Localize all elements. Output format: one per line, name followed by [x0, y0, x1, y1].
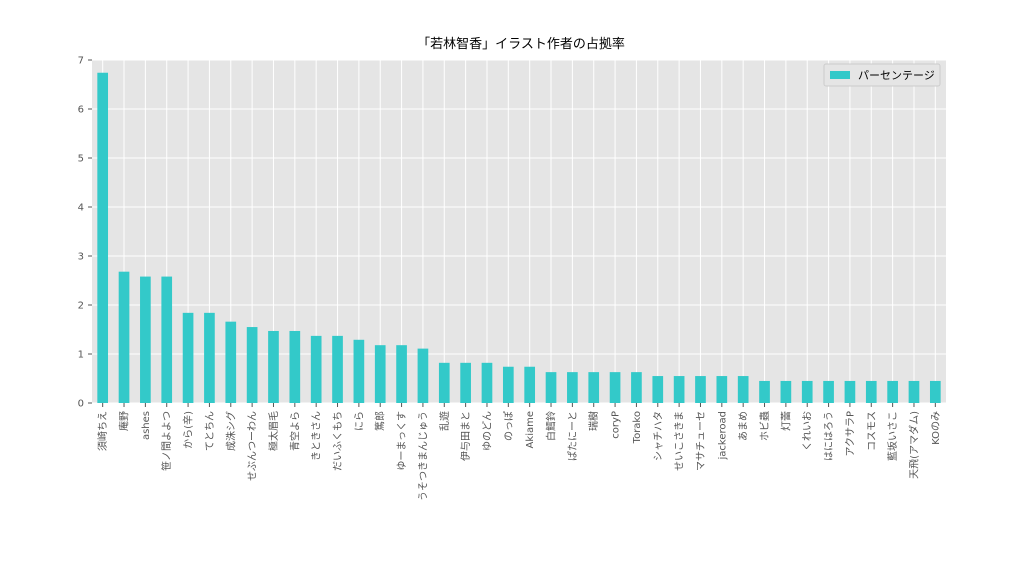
- x-tick-label: Akiame: [525, 411, 536, 448]
- x-tick-label: のっぽ: [503, 411, 515, 441]
- x-tick-label: きときさん: [311, 411, 323, 461]
- bar: [588, 372, 600, 403]
- x-tick-label: うそつきまんじゅう: [417, 411, 429, 501]
- x-tick-label: 成洙シグ: [224, 411, 237, 451]
- bar: [225, 321, 237, 403]
- bar: [310, 335, 322, 403]
- bar: [652, 376, 664, 403]
- bar: [716, 376, 728, 403]
- x-tick-label: 極太眉毛: [267, 411, 280, 451]
- bar: [631, 372, 642, 403]
- bar: [289, 330, 301, 403]
- x-tick-label: コスモス: [867, 411, 878, 451]
- x-tick-label: てとちん: [204, 411, 216, 451]
- bar: [140, 276, 151, 403]
- x-tick-label: くれいお: [802, 411, 814, 451]
- x-tick-label: 藍坂いさこ: [886, 411, 899, 461]
- x-tick-label: KOのみ: [931, 411, 942, 445]
- bar: [865, 380, 877, 403]
- x-tick-label: 瑞樹: [587, 411, 600, 431]
- x-tick-label: ぱたにーと: [567, 411, 579, 461]
- bar: [887, 380, 898, 403]
- y-tick-label: 1: [78, 350, 84, 361]
- x-tick-label: coryP: [611, 411, 622, 439]
- x-tick-label: 伊与田まと: [460, 411, 472, 461]
- plot-background: [92, 60, 946, 403]
- x-tick-label: 笹ノ間よよつ: [160, 411, 173, 471]
- bar: [908, 380, 920, 403]
- x-tick-label: はにはろう: [823, 411, 835, 461]
- y-tick-label: 5: [78, 154, 84, 165]
- bar: [204, 312, 215, 403]
- bar: [545, 372, 557, 403]
- bar: [737, 376, 749, 403]
- bar: [246, 327, 258, 403]
- bar: [524, 366, 536, 403]
- bar: [268, 330, 279, 403]
- x-tick-label: シャチハタ: [652, 411, 664, 461]
- bar: [780, 380, 792, 403]
- x-tick-label: せいこさきま: [674, 411, 686, 471]
- y-tick-label: 3: [78, 252, 84, 263]
- x-tick-label: だいふくもち: [332, 411, 344, 471]
- y-tick-label: 2: [78, 301, 84, 312]
- bar: [396, 345, 407, 403]
- bar: [673, 376, 685, 403]
- bar: [460, 362, 471, 403]
- bar: [502, 366, 514, 403]
- x-tick-label: ゆのどん: [481, 411, 493, 451]
- x-tick-label: 乱遊: [438, 411, 451, 431]
- bar: [353, 339, 365, 403]
- bar: [759, 380, 770, 403]
- x-tick-label: 青空よら: [288, 411, 301, 451]
- bar: [481, 362, 493, 403]
- x-tick-label: マサチューセ: [695, 411, 707, 471]
- bar: [801, 380, 813, 403]
- bar: [118, 271, 130, 403]
- bar: [161, 276, 173, 403]
- chart-title: 「若林智香」イラスト作者の占拠率: [417, 36, 625, 52]
- bar: [182, 312, 194, 403]
- x-tick-label: jackeroad: [717, 411, 728, 460]
- x-tick-label: ゆーまっくす: [396, 411, 408, 471]
- y-tick-label: 4: [78, 203, 84, 214]
- bar: [332, 335, 343, 403]
- x-tick-label: 白鱈鈴: [545, 411, 558, 441]
- legend-label: パーセンテージ: [858, 69, 935, 82]
- x-tick-label: 天飛(アマダム): [907, 411, 920, 479]
- y-tick-label: 0: [78, 399, 84, 410]
- x-tick-label: アクサラP: [844, 411, 856, 457]
- legend-frame: [823, 63, 941, 87]
- x-tick-label: Torako: [632, 411, 643, 444]
- x-tick-label: あまめ: [738, 411, 750, 441]
- plot-group: 0 1 2 3 4 5 6 7 須崎ちえ 庵野 ashes 笹ノ間よよつ から(辛) てとちん 成洙シグ せぶ…: [78, 56, 946, 501]
- x-tick-label: にら: [353, 411, 365, 431]
- x-tick-label: 篤郎: [374, 411, 387, 431]
- bar: [929, 380, 941, 403]
- bar: [567, 372, 578, 403]
- bar: [374, 345, 386, 403]
- bar: [695, 376, 706, 403]
- bar: [417, 348, 429, 403]
- x-tick-label: せぶんつーわん: [247, 411, 259, 481]
- y-tick-label: 6: [78, 105, 84, 116]
- y-tick-label: 7: [78, 56, 84, 67]
- x-tick-label: から(辛): [182, 411, 195, 449]
- x-tick-label: ホビ蟲: [758, 411, 771, 441]
- x-tick-label: 灯蕾: [779, 411, 792, 431]
- x-tick-label: 須崎ちえ: [96, 411, 109, 451]
- x-tick-label: ashes: [141, 411, 152, 440]
- bar: [609, 372, 621, 403]
- bar: [844, 380, 856, 403]
- bar: [438, 362, 450, 403]
- legend: パーセンテージ: [823, 63, 941, 87]
- bar: [823, 380, 834, 403]
- bar: [97, 72, 109, 404]
- legend-swatch: [830, 71, 850, 79]
- x-tick-label: 庵野: [118, 411, 131, 431]
